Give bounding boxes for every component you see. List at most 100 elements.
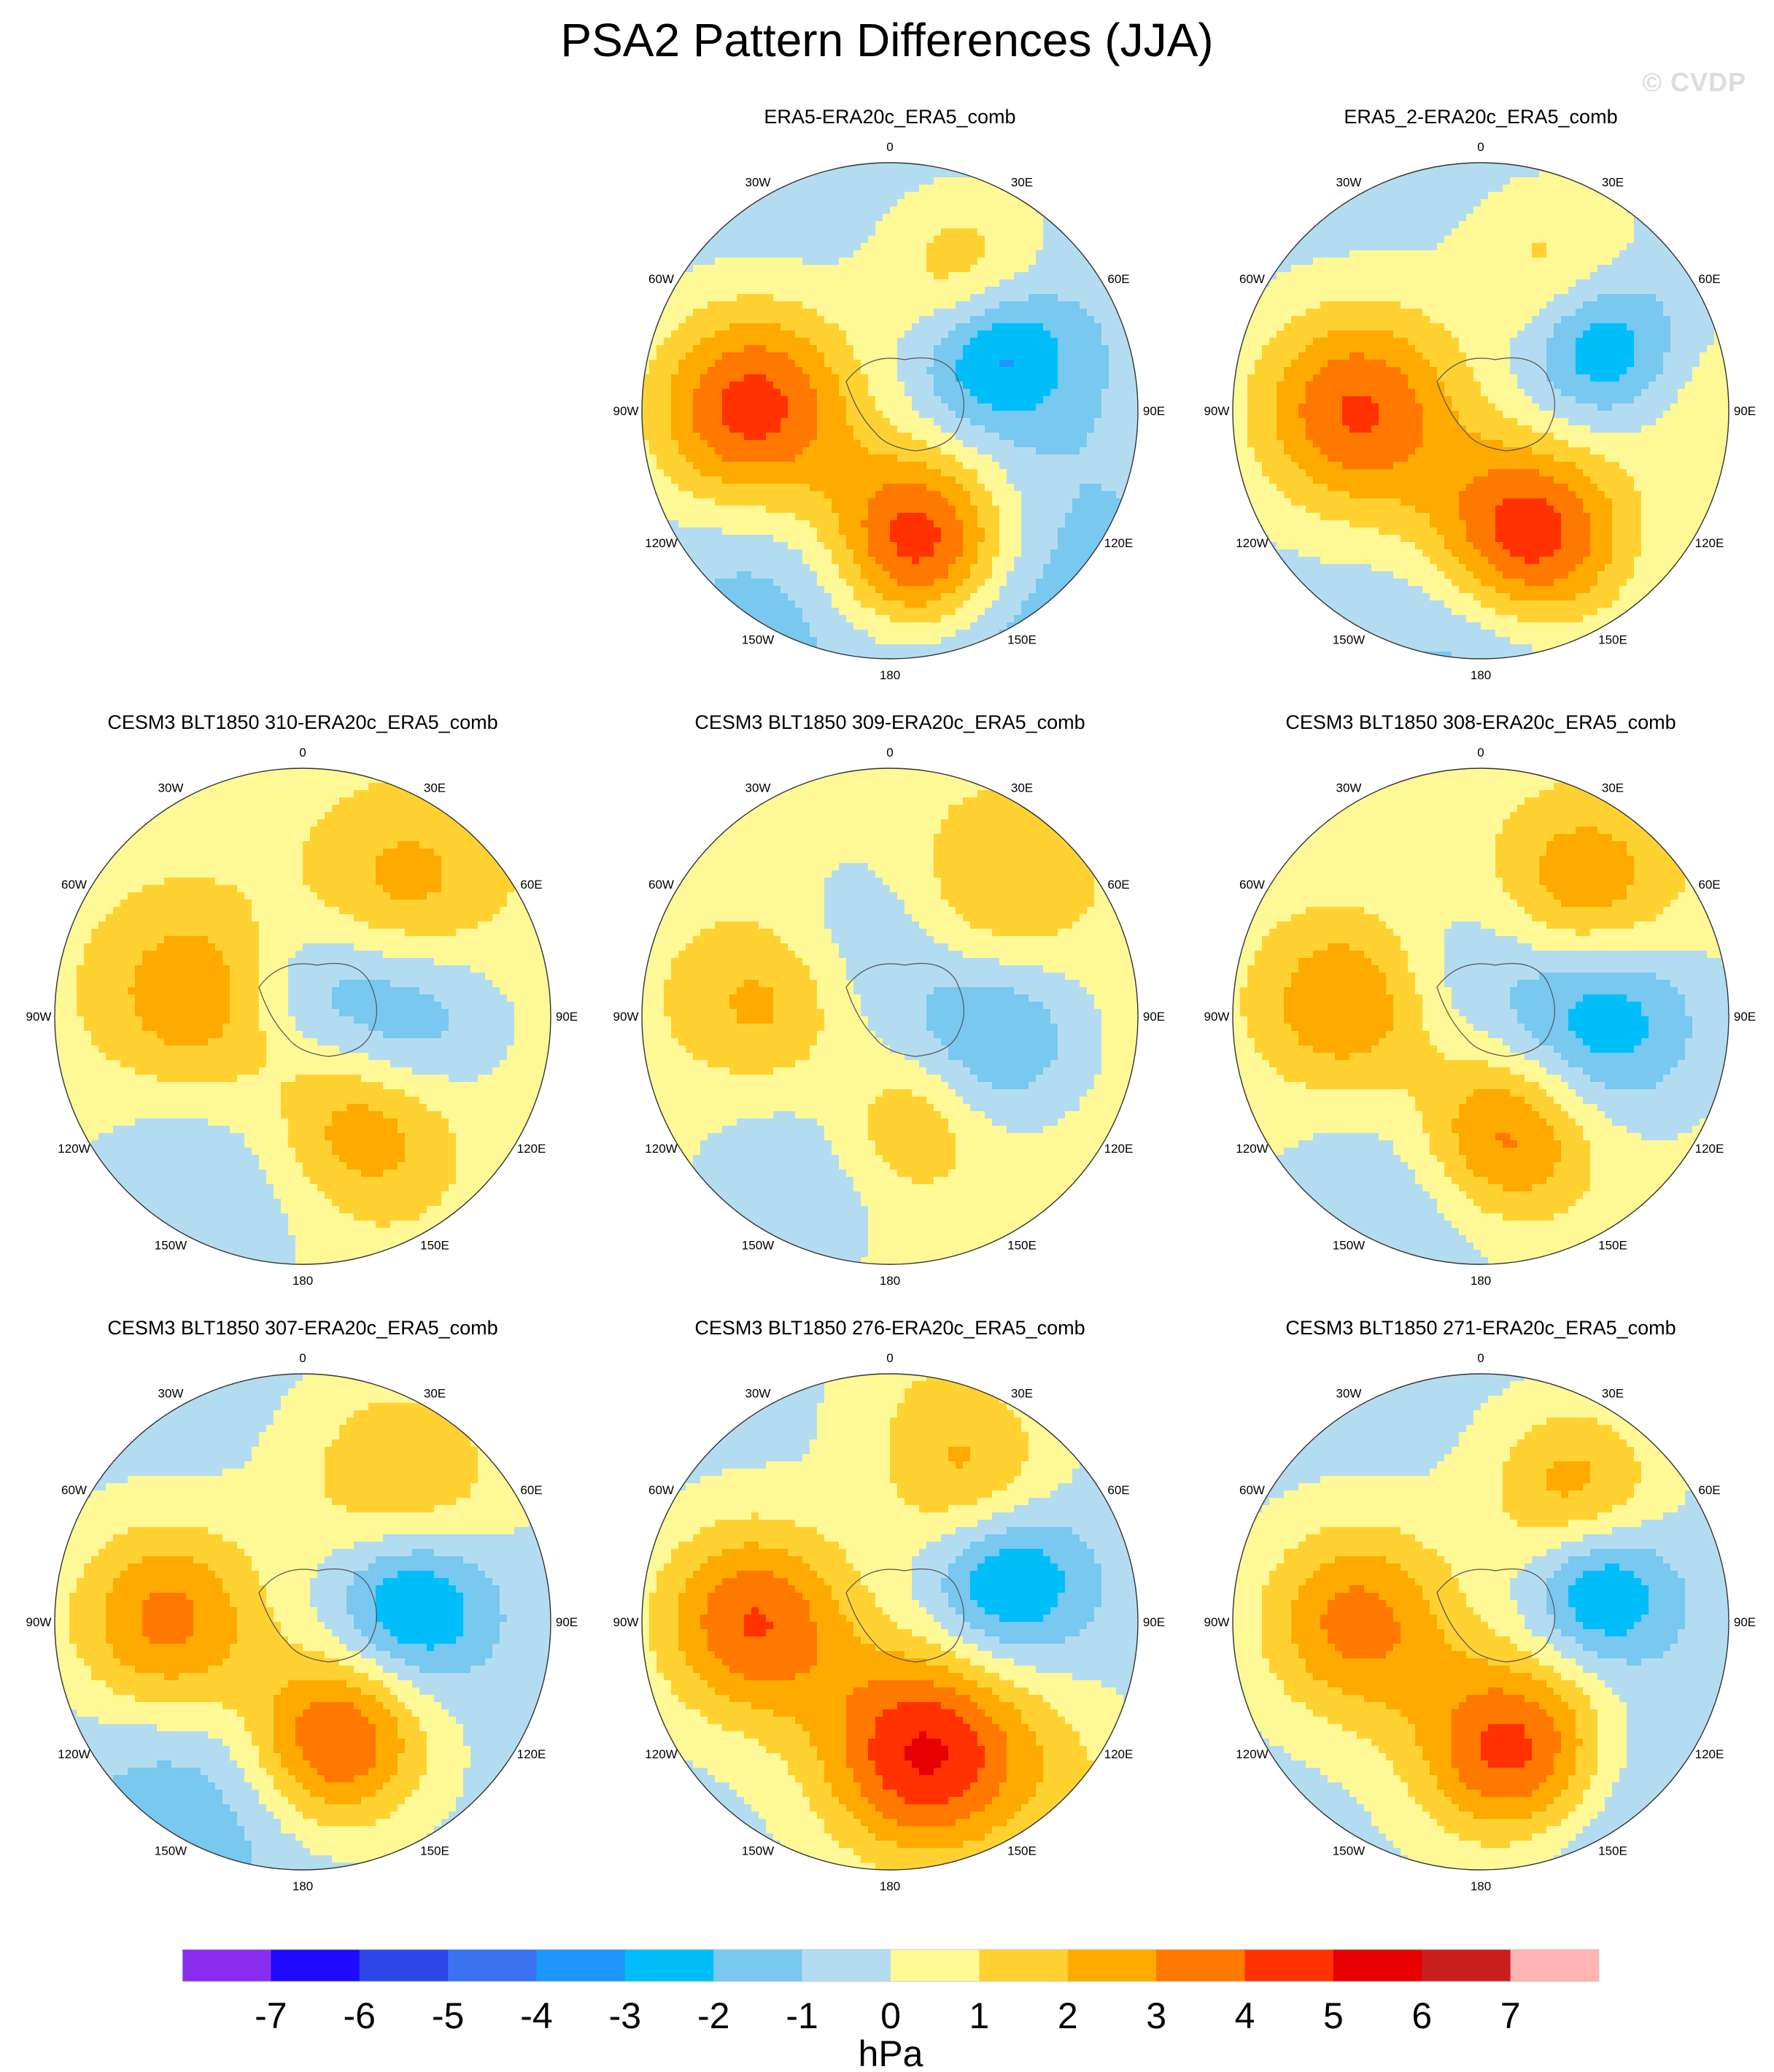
field-cell-686 (1342, 440, 1350, 448)
field-cell-1099 (1393, 236, 1401, 244)
field-cell-1716 (868, 294, 876, 302)
field-cell-3679 (1101, 440, 1109, 448)
field-cell-859 (773, 367, 781, 375)
field-cell-1078 (1386, 564, 1394, 572)
field-cell-345 (708, 367, 716, 375)
field-cell-776 (1357, 214, 1365, 222)
field-cell-183 (678, 520, 686, 528)
field-cell-3308 (1043, 513, 1051, 521)
field-cell-303 (700, 418, 708, 426)
field-cell-757 (759, 520, 767, 528)
field-cell-3593 (1087, 403, 1095, 411)
field-cell-1441 (839, 272, 847, 280)
field-cell-2420 (941, 469, 949, 477)
field-cell-220 (686, 484, 694, 492)
field-cell-3446 (1065, 360, 1073, 368)
field-cell-1453 (839, 360, 847, 368)
field-cell-975 (788, 287, 796, 295)
field-cell-1747 (868, 520, 876, 528)
field-cell-455 (1313, 411, 1321, 419)
field-cell-770 (759, 615, 767, 623)
field-cell-792 (766, 330, 774, 339)
field-cell-1733 (868, 418, 876, 426)
field-cell-1112 (1393, 330, 1401, 339)
field-cell-720 (1349, 250, 1357, 258)
field-cell-623 (744, 411, 752, 419)
field-cell-864 (773, 403, 781, 411)
field-cell-3609 (1087, 520, 1095, 528)
field-cell-1235 (817, 258, 825, 266)
field-cell-2823 (985, 491, 993, 499)
field-cell-181 (678, 506, 686, 514)
field-cell-1987 (897, 287, 905, 295)
field-cell-93 (1255, 411, 1263, 419)
field-cell-2763 (977, 527, 985, 536)
field-cell-39 (649, 455, 657, 463)
field-cell-154 (1269, 309, 1277, 317)
field-cell-3348 (1050, 403, 1058, 411)
field-cell-580 (737, 513, 745, 521)
field-cell-2397 (941, 301, 949, 309)
field-cell-2488 (948, 469, 956, 477)
field-cell-736 (1349, 367, 1357, 375)
field-cell-1969 (890, 652, 898, 659)
field-cell-1668 (861, 440, 869, 448)
field-cell-1930 (890, 367, 898, 375)
field-cell-2219 (919, 491, 927, 499)
field-cell-1898 (883, 630, 891, 638)
field-cell-1874 (883, 455, 891, 463)
field-cell-914 (781, 309, 789, 317)
field-cell-450 (722, 374, 730, 382)
field-cell-945 (1371, 535, 1379, 543)
field-cell-226 (1277, 527, 1285, 536)
field-cell-2415 (941, 433, 949, 441)
field-cell-761 (1349, 549, 1357, 557)
field-cell-3255 (1036, 535, 1044, 543)
field-cell-385 (715, 287, 723, 295)
field-cell-713 (759, 199, 767, 207)
field-cell-659 (751, 243, 759, 251)
field-cell-3583 (1087, 330, 1095, 339)
field-cell-1507 (846, 258, 854, 266)
field-cell-259 (1284, 440, 1292, 448)
field-cell-1471 (839, 491, 847, 499)
field-cell-161 (678, 360, 686, 368)
field-cell-378 (715, 236, 723, 244)
field-cell-1108 (1393, 301, 1401, 309)
field-cell-75 (1247, 513, 1255, 521)
field-cell-544 (1328, 250, 1336, 258)
field-cell-2437 (941, 593, 949, 601)
field-cell-489 (729, 258, 737, 266)
field-cell-410 (1306, 469, 1314, 477)
field-cell-1845 (883, 243, 891, 251)
field-cell-1043 (795, 309, 803, 317)
field-cell-1508 (846, 265, 854, 273)
field-cell-1475 (839, 520, 847, 528)
field-cell-488 (1320, 250, 1328, 258)
field-cell-506 (1320, 382, 1328, 390)
field-cell-3555 (1080, 455, 1088, 463)
field-cell-1654 (861, 338, 869, 346)
field-cell-411 (1306, 476, 1314, 484)
field-cell-2328 (934, 294, 942, 302)
field-cell-547 (737, 272, 745, 280)
field-cell-2565 (956, 535, 964, 543)
field-cell-3304 (1043, 484, 1051, 492)
field-cell-3671 (1101, 382, 1109, 390)
field-cell-767 (1349, 593, 1357, 601)
field-cell-2794 (985, 279, 993, 287)
field-cell-2576 (956, 615, 964, 623)
field-cell-821 (1357, 542, 1365, 550)
field-cell-2129 (912, 330, 920, 339)
field-cell-3197 (1029, 527, 1037, 536)
field-cell-3310 (1043, 527, 1051, 536)
field-cell-707 (751, 593, 759, 601)
field-cell-3416 (1058, 513, 1066, 521)
field-cell-1373 (832, 272, 840, 280)
field-cell-1674 (861, 484, 869, 492)
field-cell-805 (766, 425, 774, 433)
field-cell-2370 (934, 600, 942, 608)
field-cell-384 (715, 279, 723, 287)
field-cell-138 (1262, 476, 1270, 484)
field-cell-709 (1342, 608, 1350, 616)
